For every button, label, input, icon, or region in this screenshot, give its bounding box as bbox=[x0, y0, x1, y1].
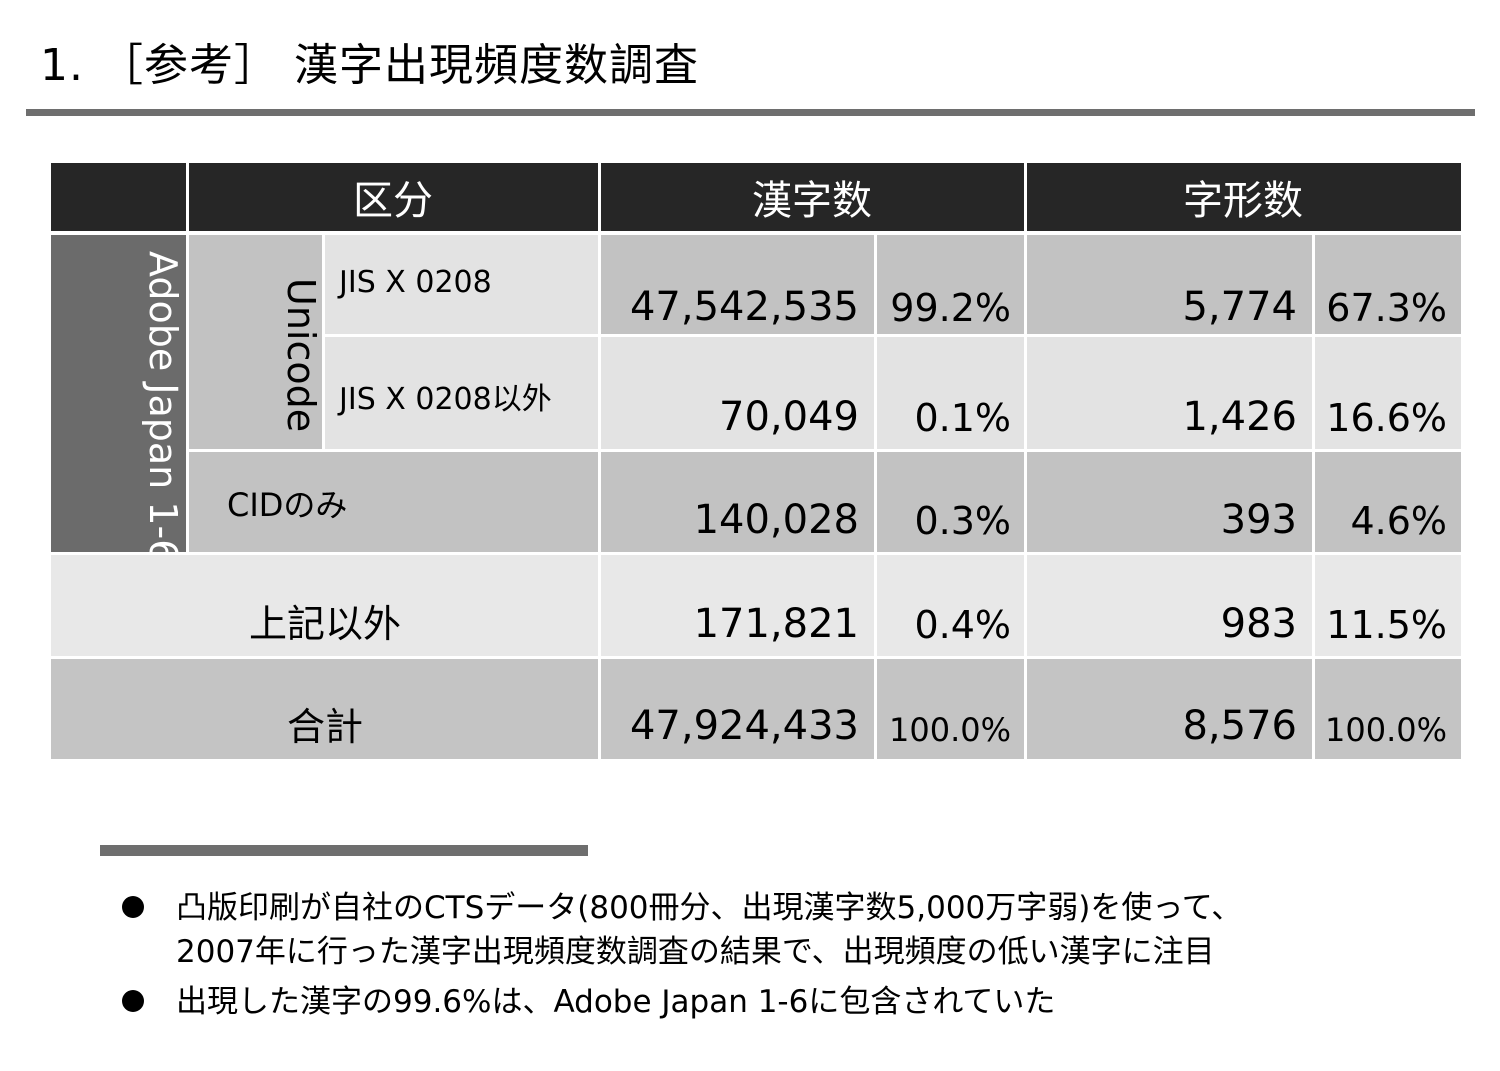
grid-line bbox=[51, 552, 1461, 555]
glyph-value: 983 bbox=[1025, 553, 1313, 657]
kanji-value: 171,821 bbox=[599, 553, 875, 657]
notes-list: 凸版印刷が自社のCTSデータ(800冊分、出現漢字数5,000万字弱)を使って、… bbox=[120, 886, 1242, 1030]
grid-line bbox=[598, 163, 601, 759]
kanji-percent: 0.3% bbox=[875, 450, 1025, 553]
kanji-frequency-table: 区分 漢字数 字形数 Adobe Japan 1-6 Unicode JIS X… bbox=[51, 163, 1461, 759]
glyph-percent: 16.6% bbox=[1313, 336, 1461, 450]
grid-line bbox=[1024, 163, 1027, 759]
page-title: 1. ［参考］ 漢字出現頻度数調査 bbox=[40, 40, 699, 91]
glyph-percent: 100.0% bbox=[1313, 657, 1461, 759]
header-category: 区分 bbox=[187, 163, 599, 231]
kanji-value: 140,028 bbox=[599, 450, 875, 553]
kanji-value: 70,049 bbox=[599, 336, 875, 450]
note-text: 出現した漢字の99.6%は、Adobe Japan 1-6に包含されていた bbox=[176, 984, 1056, 1020]
adobe-japan-label: Adobe Japan 1-6 bbox=[51, 235, 187, 563]
header-kanji-count: 漢字数 bbox=[599, 163, 1025, 231]
title-divider bbox=[26, 109, 1475, 116]
kanji-percent: 99.2% bbox=[875, 235, 1025, 336]
bullet-icon bbox=[122, 896, 144, 918]
kanji-value: 47,924,433 bbox=[599, 657, 875, 759]
grid-line bbox=[874, 235, 877, 759]
note-text: 凸版印刷が自社のCTSデータ(800冊分、出現漢字数5,000万字弱)を使って、 bbox=[176, 890, 1243, 926]
row-label-others: 上記以外 bbox=[51, 553, 599, 657]
glyph-percent: 67.3% bbox=[1313, 235, 1461, 336]
notes-divider bbox=[100, 845, 588, 856]
kanji-percent: 100.0% bbox=[875, 657, 1025, 759]
grid-line bbox=[322, 235, 325, 450]
bullet-icon bbox=[122, 990, 144, 1012]
kanji-percent: 0.1% bbox=[875, 336, 1025, 450]
row-label-cid-only: CIDのみ bbox=[187, 450, 599, 553]
row-label-jis-x-0208: JIS X 0208 bbox=[323, 235, 599, 336]
grid-line bbox=[187, 449, 1461, 452]
glyph-value: 393 bbox=[1025, 450, 1313, 553]
glyph-value: 8,576 bbox=[1025, 657, 1313, 759]
unicode-label: Unicode bbox=[187, 235, 323, 450]
glyph-value: 5,774 bbox=[1025, 235, 1313, 336]
grid-line bbox=[1312, 235, 1315, 759]
glyph-percent: 11.5% bbox=[1313, 553, 1461, 657]
glyph-value: 1,426 bbox=[1025, 336, 1313, 450]
kanji-value: 47,542,535 bbox=[599, 235, 875, 336]
list-item: 凸版印刷が自社のCTSデータ(800冊分、出現漢字数5,000万字弱)を使って、… bbox=[120, 886, 1242, 974]
row-label-total: 合計 bbox=[51, 657, 599, 759]
grid-line bbox=[323, 334, 1461, 337]
kanji-percent: 0.4% bbox=[875, 553, 1025, 657]
grid-line bbox=[51, 231, 1461, 235]
grid-line bbox=[186, 163, 189, 553]
list-item: 出現した漢字の99.6%は、Adobe Japan 1-6に包含されていた bbox=[120, 980, 1242, 1024]
grid-line bbox=[51, 656, 1461, 659]
header-glyph-count: 字形数 bbox=[1025, 163, 1461, 231]
glyph-percent: 4.6% bbox=[1313, 450, 1461, 553]
row-label-jis-x-0208-other: JIS X 0208以外 bbox=[323, 336, 599, 450]
header-corner bbox=[51, 163, 187, 231]
note-text: 2007年に行った漢字出現頻度数調査の結果で、出現頻度の低い漢字に注目 bbox=[176, 934, 1215, 970]
